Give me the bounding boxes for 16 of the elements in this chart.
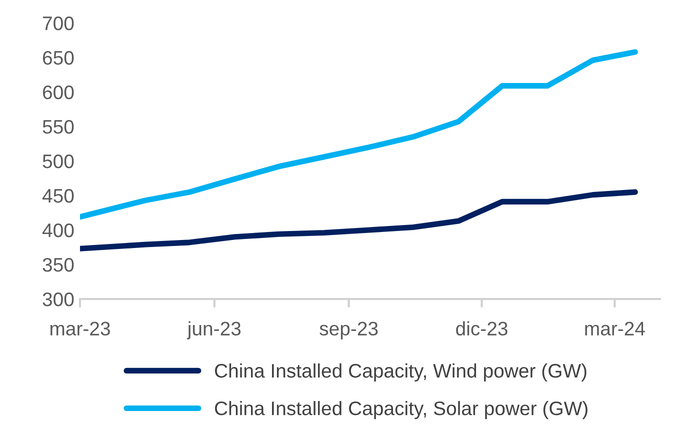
x-tick-label: mar-23 <box>50 322 110 336</box>
x-tick-label: dic-23 <box>456 321 508 336</box>
y-tick-label: 600 <box>42 85 74 100</box>
y-tick-label: 450 <box>42 188 74 203</box>
legend-label: China Installed Capacity, Solar power (GW) <box>214 400 588 420</box>
y-tick-label: 550 <box>42 120 74 134</box>
y-tick-label: 500 <box>42 154 74 168</box>
y-tick-label: 650 <box>42 50 74 65</box>
x-tick-label: sep-23 <box>320 322 378 340</box>
legend-label: China Installed Capacity, Wind power (GW) <box>214 363 586 382</box>
y-tick-label: 300 <box>42 292 74 306</box>
x-tick-label: jun-23 <box>186 321 241 340</box>
y-tick-label: 700 <box>43 16 74 30</box>
x-tick-label: mar-24 <box>585 322 645 336</box>
y-tick-label: 350 <box>42 258 74 272</box>
y-tick-label: 400 <box>42 223 74 238</box>
